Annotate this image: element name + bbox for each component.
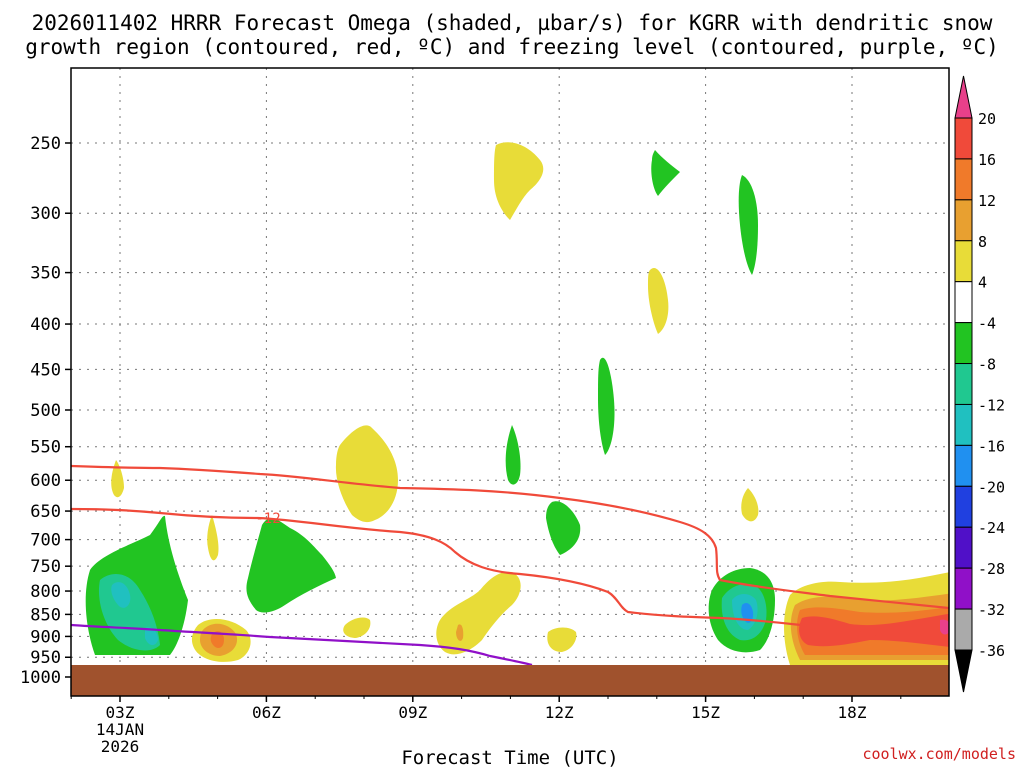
colorbar-label: 4 — [978, 274, 987, 292]
y-tick-label: 300 — [30, 204, 61, 224]
omega-region-yellow-10 — [741, 488, 759, 522]
omega-region-green-4 — [546, 501, 581, 555]
colorbar-swatch — [954, 322, 973, 365]
omega-region-cyan-1 — [111, 582, 131, 608]
chart-title-line-2: growth region (contoured, red, ºC) and f… — [25, 35, 999, 59]
y-tick-label: 550 — [30, 438, 61, 458]
omega-region-cyan-2 — [145, 627, 158, 646]
omega-region-green-2 — [246, 518, 336, 613]
y-tick-label: 400 — [30, 315, 61, 335]
colorbar-label: 20 — [978, 110, 996, 128]
x-tick-label: 06Z — [252, 703, 281, 722]
omega-region-yellow-9 — [648, 268, 669, 334]
omega-region-orange-2 — [456, 624, 464, 641]
plot-area: -12 — [71, 68, 949, 696]
dgz-contour-upper — [71, 464, 949, 610]
colorbar-label: -12 — [978, 396, 1005, 414]
freezing-level-contour — [71, 623, 533, 667]
colorbar-label: -20 — [978, 478, 1005, 496]
y-tick-label: 500 — [30, 401, 61, 421]
colorbar-swatch — [954, 608, 973, 651]
y-tick-label: 800 — [30, 582, 61, 602]
colorbar-label: -28 — [978, 560, 1005, 578]
credit-text: coolwx.com/models — [862, 745, 1016, 763]
y-tick-label: 650 — [30, 502, 61, 522]
colorbar-swatch — [954, 403, 973, 446]
omega-region-yellow-5 — [343, 617, 371, 638]
omega-region-green-5 — [598, 357, 615, 455]
colorbar-label: -16 — [978, 437, 1005, 455]
colorbar-label: -8 — [978, 356, 996, 374]
colorbar-swatch — [954, 281, 973, 324]
x-tick-year: 2026 — [101, 737, 140, 756]
dgz-contour-lower — [71, 507, 949, 644]
omega-region-yellow-8 — [547, 627, 577, 652]
omega-region-yellow-2 — [207, 515, 219, 561]
omega-region-green-3 — [505, 425, 521, 485]
colorbar-swatch — [954, 199, 973, 242]
colorbar-swatch — [954, 485, 973, 528]
dgz-contour-label: -12 — [255, 511, 280, 527]
colorbar-swatch — [954, 526, 973, 569]
colorbar-swatch — [954, 567, 973, 610]
y-axis-ticks: 2503003504004505005506006507007508008509… — [20, 134, 71, 688]
ground-layer — [71, 665, 949, 696]
grid-lines — [71, 68, 949, 696]
x-tick-date: 14JAN — [96, 720, 144, 739]
omega-region-green-7 — [738, 175, 758, 275]
x-tick-label: 09Z — [398, 703, 427, 722]
colorbar-label: 8 — [978, 233, 987, 251]
colorbar-label: 16 — [978, 151, 996, 169]
colorbar-swatch — [954, 240, 973, 283]
y-tick-label: 350 — [30, 264, 61, 284]
x-tick-label: 18Z — [838, 703, 867, 722]
omega-region-green-6 — [651, 150, 680, 196]
colorbar-label: 12 — [978, 192, 996, 210]
y-tick-label: 600 — [30, 471, 61, 491]
y-tick-label: 250 — [30, 134, 61, 154]
y-tick-label: 900 — [30, 627, 61, 647]
colorbar-swatch — [954, 158, 973, 201]
omega-region-yellow-7 — [494, 142, 544, 220]
x-axis-label: Forecast Time (UTC) — [401, 747, 618, 768]
x-tick-label: 03Z — [106, 703, 135, 722]
x-tick-label: 12Z — [545, 703, 574, 722]
y-tick-label: 950 — [30, 648, 61, 668]
omega-region-pink-1 — [940, 619, 949, 635]
omega-shading — [85, 142, 949, 665]
omega-region-yellow-1 — [111, 460, 124, 498]
colorbar-bottom-arrow — [954, 649, 973, 693]
omega-region-yellow-4 — [335, 425, 398, 523]
omega-region-blue-1 — [741, 602, 754, 623]
chart-title-line-1: 2026011402 HRRR Forecast Omega (shaded, … — [32, 11, 993, 35]
colorbar-swatch — [954, 444, 973, 487]
colorbar-label: -24 — [978, 519, 1005, 537]
y-tick-label: 1000 — [20, 668, 61, 688]
y-tick-label: 750 — [30, 557, 61, 577]
omega-region-dorange-1 — [210, 631, 224, 648]
colorbar-label: -36 — [978, 642, 1005, 660]
colorbar-label: -4 — [978, 315, 996, 333]
x-tick-label: 15Z — [691, 703, 720, 722]
y-tick-label: 850 — [30, 605, 61, 625]
colorbar: 20 16 12 8 4 -4 -8 -12 -16 -20 -24 -28 -32 -36 — [954, 75, 1005, 693]
colorbar-top-arrow — [954, 75, 973, 119]
colorbar-swatch — [954, 363, 973, 405]
colorbar-swatch — [954, 117, 973, 160]
y-tick-label: 450 — [30, 360, 61, 380]
y-tick-label: 700 — [30, 531, 61, 551]
colorbar-label: -32 — [978, 601, 1005, 619]
